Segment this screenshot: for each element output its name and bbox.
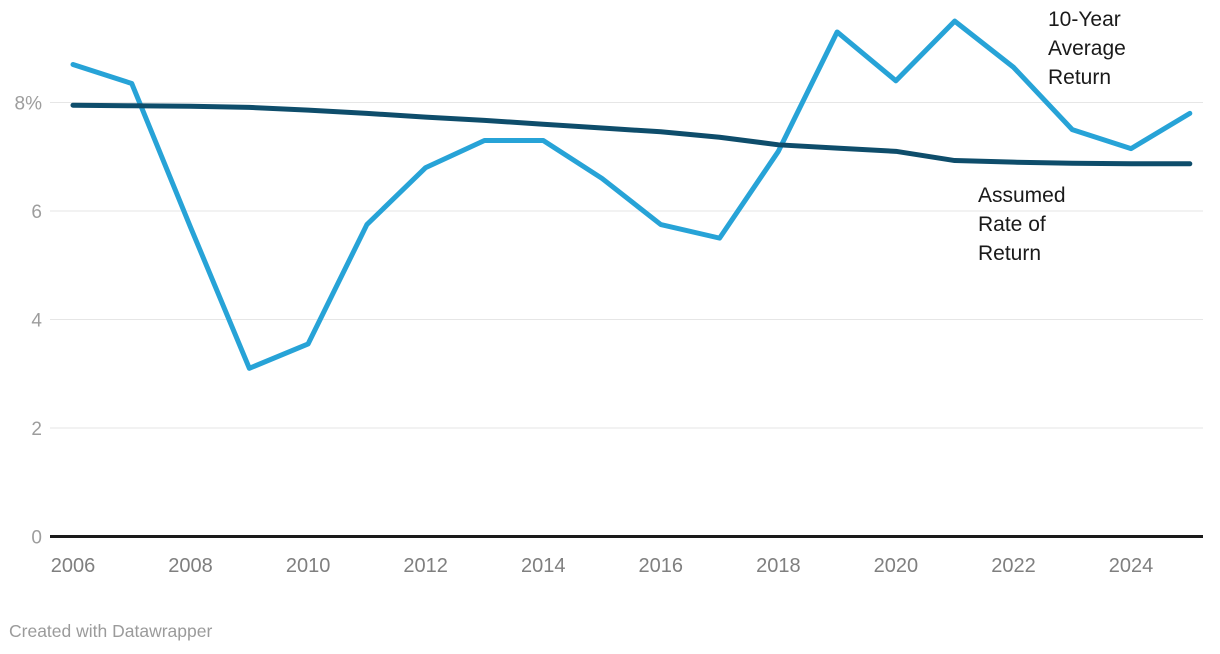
- annotation-line: Return: [978, 242, 1042, 265]
- annotation-line: Rate of: [978, 213, 1046, 236]
- annotation-line: Assumed: [978, 184, 1066, 207]
- x-tick-label-2024: 2024: [1109, 555, 1154, 577]
- datawrapper-attribution: Created with Datawrapper: [9, 621, 213, 641]
- series-line-assumed-rate-of-return: [70, 102, 1193, 167]
- x-tick-label-2014: 2014: [521, 555, 566, 577]
- line-chart: 0 2 4 6 8% 2006 2008 2010 2012 2014 2016 2018 2020 20…: [15, 18, 1203, 577]
- y-tick-label-6: 6: [31, 202, 42, 223]
- x-tick-label-2006: 2006: [51, 555, 96, 577]
- y-tick-label-8: 8%: [15, 94, 43, 115]
- x-tick-label-2018: 2018: [756, 555, 801, 577]
- x-tick-label-2008: 2008: [168, 555, 213, 577]
- x-tick-label-2010: 2010: [286, 555, 331, 577]
- ten-year-average-return-label: 10-Year Average Return: [1048, 5, 1126, 92]
- assumed-rate-of-return-label: Assumed Rate of Return: [978, 181, 1066, 268]
- annotation-line: Average: [1048, 37, 1126, 60]
- series-line-10-year-average-return: [70, 18, 1193, 371]
- y-tick-label-4: 4: [31, 311, 42, 332]
- y-tick-label-0: 0: [31, 528, 42, 549]
- x-tick-label-2022: 2022: [991, 555, 1036, 577]
- y-tick-label-2: 2: [31, 419, 42, 440]
- annotation-line: Return: [1048, 66, 1112, 89]
- annotation-line: 10-Year: [1048, 8, 1121, 31]
- x-tick-label-2020: 2020: [874, 555, 919, 577]
- x-tick-label-2016: 2016: [639, 555, 684, 577]
- x-tick-label-2012: 2012: [403, 555, 448, 577]
